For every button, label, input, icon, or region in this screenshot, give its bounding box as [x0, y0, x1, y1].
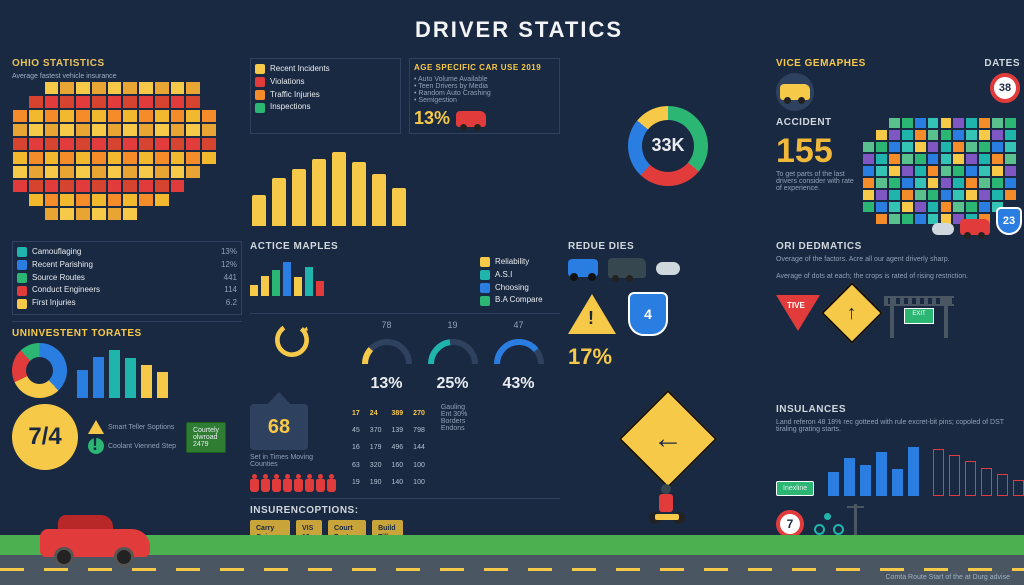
yield-sign-icon: TIVE — [776, 295, 820, 331]
vice-title: VICE GEMAPHES — [776, 58, 866, 69]
green-highway-sign: Courtelyolwroad2479 — [186, 422, 226, 453]
accident-title: ACCIDENT — [776, 117, 854, 128]
cloud-icon — [656, 262, 680, 275]
map2-caption: Average of dots at each; the crops is ra… — [776, 273, 1024, 280]
bl-label-1: Coolant Vienned Step — [108, 443, 176, 450]
house-badge: 68 — [250, 404, 308, 450]
highway-sign-23: 23 — [996, 207, 1022, 235]
map1-title: Ohio Statistics — [12, 58, 242, 69]
map2-title: DATES — [984, 58, 1020, 69]
panel-donut-main: 33K — [568, 58, 768, 233]
accident-desc: To get parts of the last drivers conside… — [776, 171, 854, 192]
car-icon — [456, 111, 486, 127]
donut-small — [12, 343, 67, 398]
insurenc-title: INSURENCOPTIONS: — [250, 505, 560, 516]
uninvestent-bars — [77, 343, 168, 398]
redue-title: REDUE DIES — [568, 241, 768, 252]
pedestrian-scooter-icon — [643, 484, 693, 524]
panel-ori: ORI DEDMATICS Overage of the factors. Ac… — [776, 241, 1024, 396]
panel-center-top: Recent IncidentsViolationsTraffic Injuri… — [250, 58, 560, 233]
insurances-bars-blue — [828, 441, 919, 496]
gauge-row: 7813%1925%4743% — [359, 320, 547, 393]
car-icon — [608, 258, 646, 278]
car-icon — [780, 84, 810, 100]
speed-sign-38: 38 — [990, 73, 1020, 103]
page-title-bar: DRIVER STATICS — [12, 10, 1024, 50]
road-signs-row: TIVE ↑ EXIT — [776, 288, 1024, 338]
open-ring — [264, 320, 320, 393]
age-stat: 13% — [414, 108, 450, 129]
gantry-icon: EXIT — [884, 288, 954, 338]
cloud-icon — [932, 223, 954, 235]
arrow-up-sign-icon: ↑ — [821, 282, 883, 344]
car-icon — [960, 219, 990, 235]
accident-big: 155 — [776, 132, 854, 171]
panel-redue: REDUE DIES 4 17% — [568, 241, 768, 396]
insurances-bars-red — [933, 441, 1024, 496]
main-bar-chart — [250, 140, 560, 230]
map1-legend: Recent IncidentsViolationsTraffic Injuri… — [255, 63, 396, 114]
cyclist-icon — [814, 513, 844, 535]
ori-title: ORI DEDMATICS — [776, 241, 1024, 252]
warning-sign-icon — [88, 420, 104, 434]
panel-gauges: ACTICE MAPLES ReliabilityA.S.IChoosingB.… — [250, 241, 560, 396]
page-title: DRIVER STATICS — [415, 17, 623, 43]
bl-label-0: Smart Teller Soptions — [108, 424, 174, 431]
people-icons — [250, 474, 336, 492]
green-sign: Inexline — [776, 481, 814, 496]
panel-ohio-map-1: Ohio Statistics Average fastest vehicle … — [12, 58, 242, 233]
map1-subtitle: Average fastest vehicle insurance — [12, 73, 242, 81]
ori-desc: Overage of the factors. Acre all our age… — [776, 256, 1024, 263]
actice-bars — [250, 256, 472, 296]
highway-sign-4: 4 — [628, 292, 668, 336]
donut-main: 33K — [628, 106, 708, 186]
table-side-lines: GaulingEnt 30%BordersEndons — [441, 404, 487, 492]
badge-caption: Set in Times Moving Counties — [250, 454, 336, 468]
insurances-desc: Land referon 48 18% rec gotteed with rul… — [776, 419, 1024, 433]
age-title: Age Specific Car Use 2019 — [414, 63, 555, 72]
warning-sign-icon — [568, 294, 616, 334]
redue-pct: 17% — [568, 344, 768, 370]
legend-block: Camouflaging13%Recent Parishing12%Source… — [17, 246, 237, 310]
road-strip — [0, 555, 1024, 585]
motorcycle-icon — [568, 259, 598, 277]
footer-caption: Comta Route Start of the at Durg advise — [885, 574, 1010, 581]
actice-labels: ReliabilityA.S.IChoosingB.A Compare — [480, 256, 560, 307]
donut-center: 33K — [642, 120, 694, 172]
grass-strip — [0, 535, 1024, 555]
uninv-title: UNINVESTENT TORATES — [12, 328, 242, 339]
red-car-icon — [40, 517, 150, 567]
panel-right-top: VICE GEMAPHES DATES 38 ACCIDENT 155 To g… — [776, 58, 1024, 233]
arrow-left-sign-icon: ← — [619, 390, 718, 489]
panel-legend-actice: Camouflaging13%Recent Parishing12%Source… — [12, 241, 242, 396]
ohio-map-1 — [12, 81, 217, 231]
insurances-title: INSULANCES — [776, 404, 1024, 415]
age-lines: • Auto Volume Available• Teen Drivers by… — [414, 76, 555, 104]
speed-sign-7: 7 — [776, 510, 804, 538]
data-table: 1724389270453701397981617949614463320160… — [346, 404, 431, 492]
circle-74: 7/4 — [12, 404, 78, 470]
actice-title: ACTICE MAPLES — [250, 241, 560, 252]
